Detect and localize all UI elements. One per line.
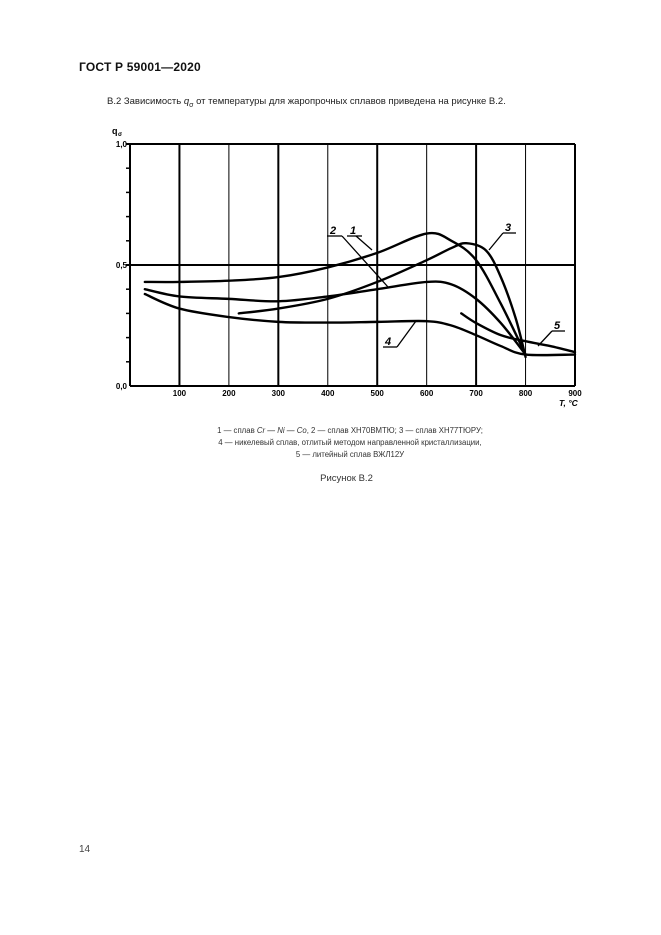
alloy-formula: Cr — Ni — Co [256,426,307,435]
curve-callouts [327,232,565,348]
q-subscript: σ [189,101,194,109]
curve-5 [460,312,577,354]
caption-line-1: 1 — сплав Cr — Ni — Co, 2 — сплав ХН70ВМ… [217,426,483,435]
axis-tick-labels: 100 200 300 400 500 600 700 800 900 0,0 0,5 1,0 [116,140,582,398]
curve-label-3: 3 [505,222,511,234]
figure-label: Рисунок В.2 [320,473,373,484]
document-header: ГОСТ Р 59001—2020 [79,60,201,74]
curve-3 [237,241,527,359]
svg-text:300: 300 [272,389,286,398]
caption-line-2: 4 — никелевый сплав, отлитый методом нап… [218,438,482,447]
svg-text:600: 600 [420,389,434,398]
svg-text:200: 200 [222,389,236,398]
svg-text:800: 800 [519,389,533,398]
svg-text:0,0: 0,0 [116,382,128,391]
intro-prefix: В.2 Зависимость [107,96,184,107]
svg-text:700: 700 [469,389,483,398]
svg-text:1,0: 1,0 [116,140,128,149]
curve-4 [143,292,577,357]
curve-1 [143,231,527,356]
page-number: 14 [79,844,91,855]
chart-grid [126,143,576,387]
svg-text:100: 100 [173,389,187,398]
q-symbol: q [183,96,190,107]
curve-label-5: 5 [554,320,561,332]
y-axis-symbol: q [112,126,118,136]
x-axis-label: T, °C [559,398,579,408]
figure-legend-caption: 1 — сплав Cr — Ni — Co, 2 — сплав ХН70ВМ… [150,425,550,461]
y-axis-subscript: σ [118,132,122,138]
svg-text:0,5: 0,5 [116,261,128,270]
figure-chart: 100 200 300 400 500 600 700 800 900 0,0 0,5 1,0 q σ… [112,126,582,408]
curve-2 [143,280,527,356]
caption-line-3: 5 — литейный сплав ВЖЛ12У [295,450,405,459]
chart-curves [143,231,577,359]
curve-label-1: 1 [350,225,356,237]
curve-number-labels: 2 1 3 4 5 [329,222,561,348]
curve-label-2: 2 [329,225,336,237]
svg-text:900: 900 [568,389,582,398]
curve-label-4: 4 [384,336,391,348]
svg-text:500: 500 [371,389,385,398]
intro-paragraph: В.2 Зависимость qσ от температуры для жа… [107,96,506,109]
y-axis-label: q σ [112,126,122,138]
intro-suffix: от температуры для жаропрочных сплавов п… [193,96,506,107]
svg-text:400: 400 [321,389,335,398]
